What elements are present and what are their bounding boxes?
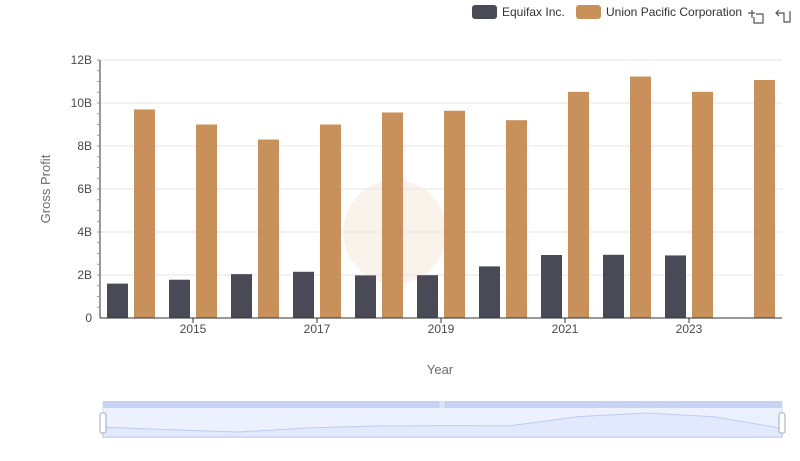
y-tick-label: 12B: [71, 53, 92, 67]
x-tick-label: 2021: [552, 322, 579, 336]
y-tick-label: 0: [85, 311, 92, 325]
chart-toolbar: [748, 8, 791, 24]
legend: Equifax Inc. Union Pacific Corporation: [472, 5, 742, 19]
bar-union-pacific-2016: [258, 139, 279, 318]
bar-equifax-2023: [665, 255, 686, 318]
restore-icon[interactable]: [775, 8, 791, 24]
zoom-unselected-range: [715, 408, 782, 437]
legend-swatch: [576, 5, 601, 19]
bar-equifax-2018: [355, 275, 376, 318]
x-tick-label: 2017: [304, 322, 331, 336]
y-tick-label: 6B: [77, 182, 92, 196]
zoom-handle-left[interactable]: [99, 412, 107, 434]
x-tick-label: 2019: [428, 322, 455, 336]
bar-equifax-2020: [479, 266, 500, 318]
y-tick-label: 10B: [71, 96, 92, 110]
bar-equifax-2022: [603, 254, 624, 318]
legend-item-union-pacific[interactable]: Union Pacific Corporation: [576, 5, 742, 19]
y-tick-label: 2B: [77, 268, 92, 282]
bar-union-pacific-2022: [630, 76, 651, 319]
zoom-handle-right[interactable]: [778, 412, 786, 434]
bar-union-pacific-2023: [692, 91, 713, 318]
bar-equifax-2021: [541, 255, 562, 318]
legend-item-equifax[interactable]: Equifax Inc.: [472, 5, 565, 19]
x-tick-label: 2023: [676, 322, 703, 336]
zoom-drag-grip[interactable]: |||: [439, 402, 445, 409]
legend-swatch: [472, 5, 497, 19]
bar-union-pacific-2017: [320, 124, 341, 318]
bar-union-pacific-2015: [196, 124, 217, 318]
y-tick-label: 4B: [77, 225, 92, 239]
bar-union-pacific-2018: [382, 112, 403, 319]
x-tick-label: 2015: [180, 322, 207, 336]
y-axis-title: Gross Profit: [38, 154, 53, 223]
x-axis: 2015 2017 2019 2021 2023: [100, 317, 782, 336]
zoom-icon[interactable]: [748, 8, 764, 24]
zoom-drag-bar[interactable]: [103, 401, 782, 408]
y-tick-label: 8B: [77, 139, 92, 153]
data-zoom-slider[interactable]: |||: [99, 401, 786, 438]
legend-label: Equifax Inc.: [502, 5, 565, 19]
bar-equifax-2014: [107, 283, 128, 318]
bar-equifax-2016: [231, 274, 252, 318]
bar-union-pacific-2021: [568, 91, 589, 318]
bar-equifax-2017: [293, 271, 314, 318]
bar-union-pacific-2020: [506, 120, 527, 318]
bar-union-pacific-2019: [444, 110, 465, 319]
x-axis-title: Year: [427, 362, 454, 377]
legend-label: Union Pacific Corporation: [606, 5, 742, 19]
bar-union-pacific-2024: [754, 79, 775, 319]
y-axis: 0 2B 4B 6B 8B 10B 12B: [71, 53, 101, 325]
bar-union-pacific-2014: [134, 109, 155, 318]
bar-equifax-2015: [169, 279, 190, 318]
bar-series: [107, 76, 775, 319]
zoom-selected-range[interactable]: [103, 408, 715, 437]
bar-equifax-2019: [417, 275, 438, 318]
